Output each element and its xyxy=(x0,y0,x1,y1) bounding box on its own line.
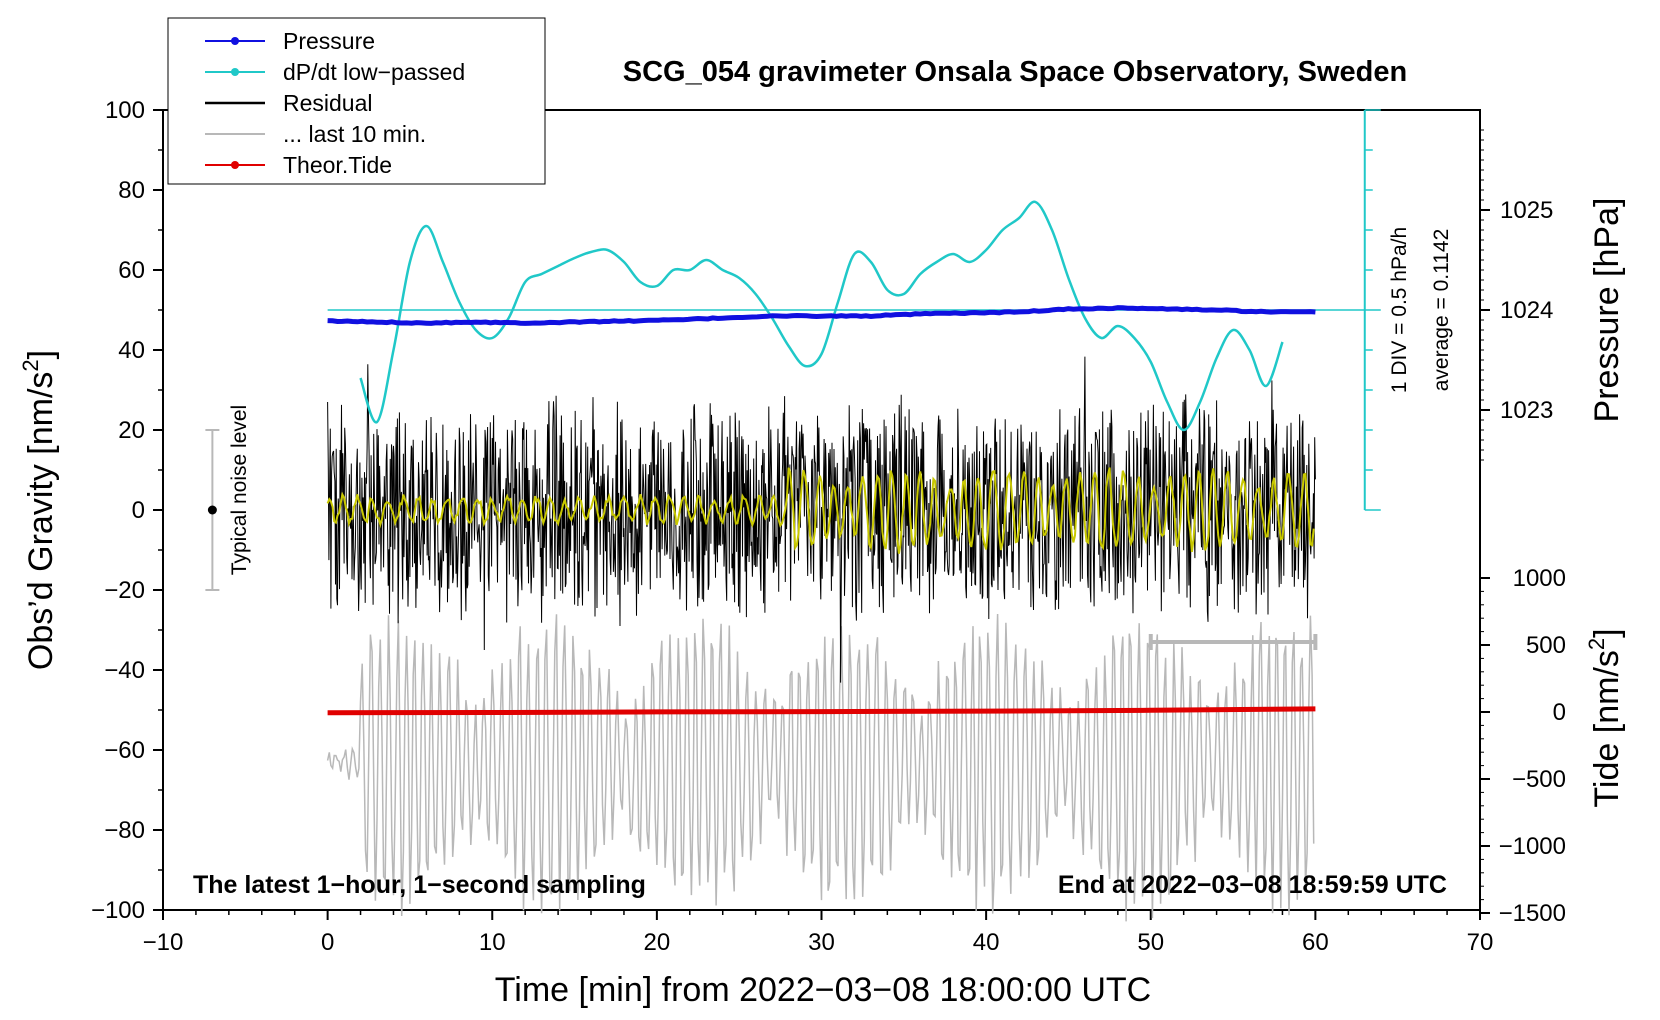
legend-label: Pressure xyxy=(283,28,375,54)
y-axis-label-tide: Tide [nm/s2] xyxy=(1584,628,1626,807)
pressure-tick-label: 1025 xyxy=(1500,197,1553,224)
x-tick-label: 20 xyxy=(644,929,671,956)
noise-level-indicator xyxy=(205,429,220,591)
pressure-series xyxy=(327,305,1316,326)
noise-center-dot xyxy=(207,505,217,515)
y-tick-label: −100 xyxy=(91,897,145,924)
y-tick-label: 60 xyxy=(118,257,145,284)
y-axis-label-pressure: Pressure [hPa] xyxy=(1588,198,1626,423)
y-tick-label: 80 xyxy=(118,177,145,204)
x-tick-label: 0 xyxy=(321,929,334,956)
y-tick-label: −40 xyxy=(104,657,145,684)
legend-label: Theor.Tide xyxy=(283,152,392,178)
end-time-note: End at 2022−03−08 18:59:59 UTC xyxy=(1058,871,1447,899)
y-tick-label: −20 xyxy=(104,577,145,604)
y-label-tide-sup: 2 xyxy=(1584,638,1609,650)
noise-level-label: Typical noise level xyxy=(228,405,251,575)
y-tick-label: 0 xyxy=(132,497,145,524)
x-axis-label: Time [min] from 2022−03−08 18:00:00 UTC xyxy=(495,971,1151,1009)
x-tick-label: 30 xyxy=(808,929,835,956)
legend-marker xyxy=(231,37,239,45)
sampling-note: The latest 1−hour, 1−second sampling xyxy=(193,871,646,899)
x-axis-ticks: −10 0 10 20 30 40 50 60 70 xyxy=(143,910,1494,956)
legend-marker xyxy=(231,161,239,169)
y-label-tide-main: Tide [nm/s xyxy=(1588,650,1626,807)
y-tick-label: 40 xyxy=(118,337,145,364)
y-label-tide-close: ] xyxy=(1588,628,1626,637)
x-tick-label: 40 xyxy=(973,929,1000,956)
tide-series xyxy=(327,706,1316,716)
residual-smooth-series xyxy=(326,467,1315,554)
tide-tick-label: −1000 xyxy=(1499,833,1566,860)
legend-box xyxy=(167,17,546,185)
pressure-tick-label: 1024 xyxy=(1500,297,1553,324)
y-tick-label: 100 xyxy=(105,97,145,124)
legend-marker xyxy=(231,68,239,76)
series-layer xyxy=(326,200,1365,922)
y-tick-label: −80 xyxy=(104,817,145,844)
x-tick-label: 60 xyxy=(1302,929,1329,956)
dpdt-series xyxy=(359,200,1284,432)
tide-axis-ticks: 1000 500 0 −500 −1000 −1500 xyxy=(1480,565,1566,927)
y-label-left-main: Obs’d Gravity [nm/s xyxy=(22,372,60,671)
dpdt-scale-axis xyxy=(1363,109,1381,511)
tide-tick-label: 0 xyxy=(1553,699,1566,726)
pressure-tick-label: 1023 xyxy=(1500,397,1553,424)
x-tick-label: −10 xyxy=(143,929,184,956)
chart-title: SCG_054 gravimeter Onsala Space Observat… xyxy=(623,56,1407,88)
tide-tick-label: 500 xyxy=(1526,632,1566,659)
legend: Pressure dP/dt low−passed Residual ... last… xyxy=(167,17,546,185)
y-label-left-close: ] xyxy=(22,350,60,359)
y-axis-label-left: Obs’d Gravity [nm/s2] xyxy=(18,350,60,670)
tide-tick-label: −1500 xyxy=(1499,900,1566,927)
last10-series xyxy=(326,613,1315,922)
dpdt-average-label: average = 0.1142 xyxy=(1430,229,1453,392)
y-label-left-sup: 2 xyxy=(18,359,43,371)
x-tick-label: 10 xyxy=(479,929,506,956)
residual-series xyxy=(327,356,1316,683)
pressure-axis-ticks: 1025 1024 1023 xyxy=(1480,129,1553,461)
legend-label: Residual xyxy=(283,90,373,116)
x-tick-label: 70 xyxy=(1467,929,1494,956)
dpdt-scale-label: 1 DIV = 0.5 hPa/h xyxy=(1388,227,1411,393)
tide-tick-label: −500 xyxy=(1512,766,1566,793)
y-axis-ticks: 100 80 60 40 20 0 −20 −40 −60 −80 −100 xyxy=(91,97,163,924)
legend-label: ... last 10 min. xyxy=(283,121,426,147)
tide-tick-label: 1000 xyxy=(1513,565,1566,592)
y-tick-label: −60 xyxy=(104,737,145,764)
y-tick-label: 20 xyxy=(118,417,145,444)
legend-label: dP/dt low−passed xyxy=(283,59,465,85)
x-tick-label: 50 xyxy=(1137,929,1164,956)
